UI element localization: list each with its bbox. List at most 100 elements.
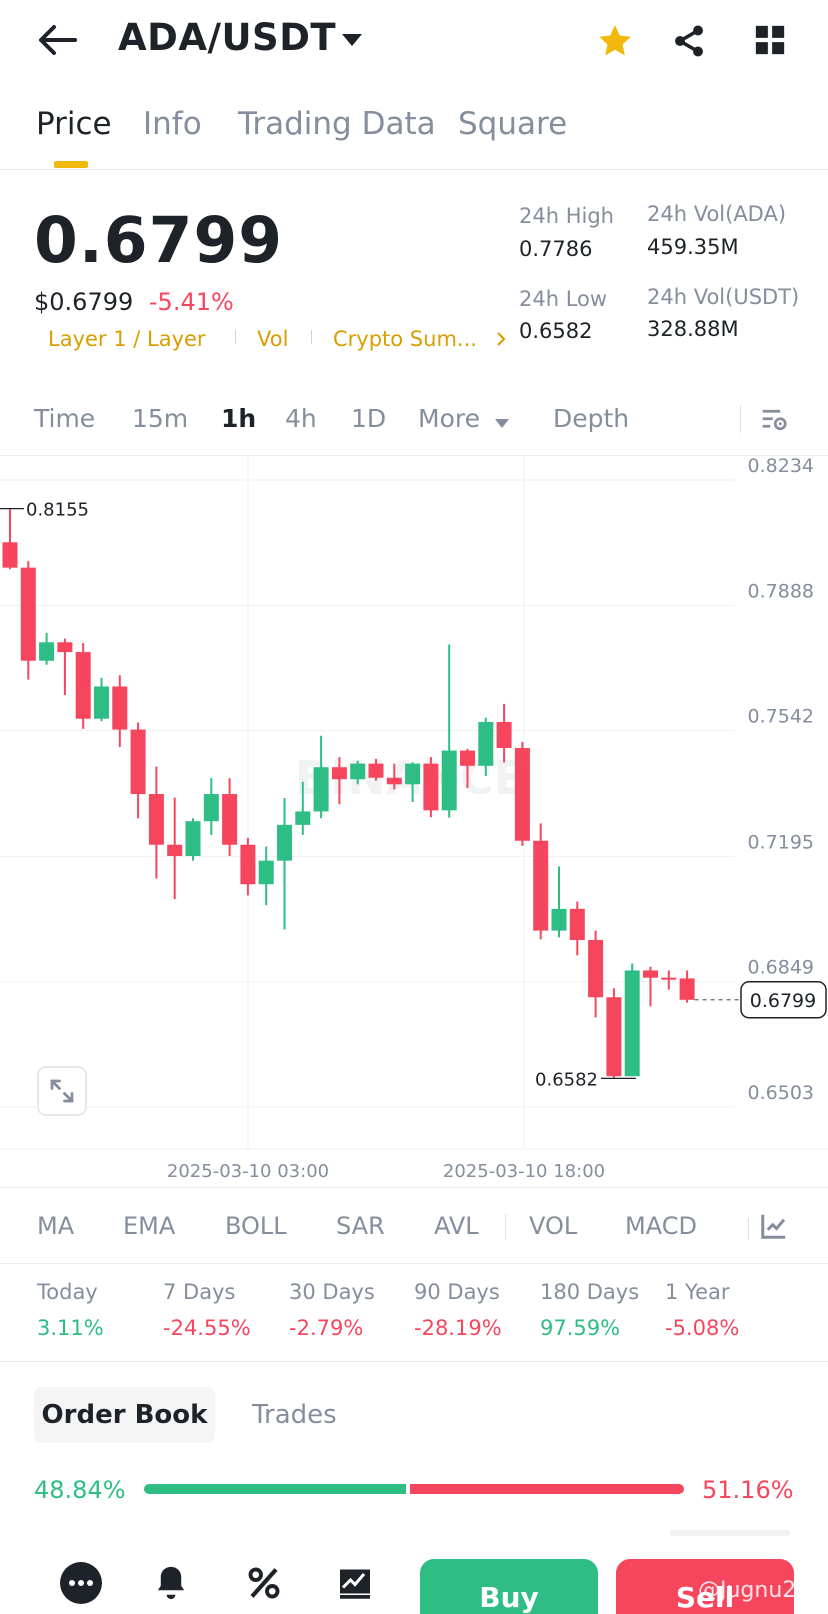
vertical-divider <box>505 1214 506 1240</box>
favorite-star-icon[interactable] <box>594 20 636 62</box>
sell-button[interactable]: Sell <box>616 1559 794 1614</box>
current-price-label: 0.6799 <box>750 990 816 1012</box>
share-icon[interactable] <box>668 20 710 62</box>
chevron-right-icon[interactable] <box>495 331 507 351</box>
perf-value: -2.79% <box>289 1316 364 1340</box>
usd-price-row: $0.6799 -5.41% <box>34 288 234 316</box>
indicator-avl[interactable]: AVL <box>434 1212 479 1240</box>
y-tick-label: 0.6503 <box>748 1082 814 1104</box>
high-label: 24h High <box>519 204 614 228</box>
candle-body <box>569 908 585 941</box>
candle-body <box>533 840 549 931</box>
interval-time[interactable]: Time <box>34 404 96 433</box>
perf-label: 90 Days <box>414 1280 500 1304</box>
candle-body <box>460 750 475 766</box>
interval-more[interactable]: More <box>418 404 518 436</box>
interval-1d[interactable]: 1D <box>351 404 387 433</box>
perf-label: 180 Days <box>540 1280 640 1304</box>
tag-separator <box>311 330 312 344</box>
candle-body <box>588 940 604 998</box>
perf-value: -24.55% <box>163 1316 251 1340</box>
indicator-ma[interactable]: MA <box>37 1212 75 1240</box>
trading-bot-icon[interactable] <box>334 1562 376 1604</box>
fullscreen-expand-icon[interactable] <box>37 1066 87 1116</box>
candle-body <box>624 970 640 1077</box>
percent-icon[interactable] <box>243 1562 285 1604</box>
low-marker-label: 0.6582 <box>535 1069 598 1090</box>
candle-body <box>57 642 73 653</box>
tag-separator <box>235 330 236 344</box>
caret-down-icon <box>340 32 364 52</box>
tag-crypto-summary[interactable]: Crypto Sum... <box>333 327 477 351</box>
y-tick-label: 0.8234 <box>748 456 814 477</box>
buy-button[interactable]: Buy <box>420 1559 598 1614</box>
scroll-handle <box>670 1530 790 1536</box>
candle-body <box>350 763 366 780</box>
depth-tab[interactable]: Depth <box>553 404 630 433</box>
chart-bottom-divider <box>0 1187 828 1188</box>
indicator-macd[interactable]: MACD <box>625 1212 697 1240</box>
candle-body <box>643 970 658 978</box>
pair-title: ADA/USDT <box>118 16 337 59</box>
indicator-boll[interactable]: BOLL <box>225 1212 287 1240</box>
tab-square[interactable]: Square <box>458 106 568 142</box>
tab-trading-data[interactable]: Trading Data <box>238 106 436 142</box>
candle-body <box>94 686 109 719</box>
candle-body <box>130 729 146 795</box>
candle-body <box>386 777 402 785</box>
interval-1h[interactable]: 1h <box>221 404 257 433</box>
ask-bar <box>409 1484 684 1494</box>
candle-body <box>39 642 55 661</box>
ask-percent: 51.16% <box>702 1476 794 1504</box>
current-price-tag <box>740 981 827 1019</box>
chart-settings-icon[interactable] <box>756 402 792 438</box>
performance-divider <box>0 1361 828 1362</box>
user-watermark: @Jugnu20 <box>698 1578 811 1603</box>
active-tab-indicator <box>54 161 88 168</box>
vertical-divider <box>740 405 741 433</box>
interval-4h[interactable]: 4h <box>285 404 317 433</box>
candle-body <box>148 794 164 845</box>
indicator-settings-icon[interactable] <box>756 1208 792 1244</box>
candle-body <box>551 908 567 931</box>
candle-body <box>368 763 384 778</box>
last-price: 0.6799 <box>34 204 284 277</box>
vertical-divider <box>748 1218 749 1240</box>
tag-vol[interactable]: Vol <box>257 327 289 351</box>
tabs-divider <box>0 169 828 170</box>
indicator-divider <box>0 1263 828 1264</box>
low-value: 0.6582 <box>519 319 593 343</box>
y-tick-label: 0.7542 <box>748 706 814 728</box>
pair-selector[interactable]: ADA/USDT <box>118 16 368 66</box>
grid-menu-icon[interactable] <box>750 20 790 60</box>
vol-usdt-value: 328.88M <box>647 317 739 341</box>
candle-body <box>203 794 219 822</box>
tag-layer1[interactable]: Layer 1 / Layer <box>48 327 206 351</box>
caret-down-icon <box>494 414 510 433</box>
tab-info[interactable]: Info <box>143 106 202 142</box>
tab-trades[interactable]: Trades <box>252 1400 337 1430</box>
back-arrow-icon[interactable] <box>36 22 78 58</box>
indicator-ema[interactable]: EMA <box>123 1212 176 1240</box>
perf-label: Today <box>37 1280 98 1304</box>
tab-order-book[interactable]: Order Book <box>34 1387 215 1443</box>
interval-15m[interactable]: 15m <box>132 404 189 433</box>
candle-body <box>331 767 347 780</box>
more-dots-icon[interactable] <box>60 1562 102 1604</box>
high-value: 0.7786 <box>519 237 593 261</box>
indicator-sar[interactable]: SAR <box>336 1212 385 1240</box>
indicator-vol[interactable]: VOL <box>529 1212 578 1240</box>
x-tick-label: 2025-03-10 18:00 <box>443 1161 605 1182</box>
candle-body <box>258 860 274 885</box>
vol-ada-value: 459.35M <box>647 235 739 259</box>
low-label: 24h Low <box>519 287 608 311</box>
candlestick-chart[interactable]: 0.8234 0.7888 0.7542 0.7195 0.6849 0.6503 2025… <box>0 456 828 1188</box>
candle-body <box>2 542 18 568</box>
y-tick-label: 0.7888 <box>748 580 814 602</box>
perf-label: 7 Days <box>163 1280 236 1304</box>
tab-price[interactable]: Price <box>36 106 112 142</box>
candle-body <box>185 821 201 856</box>
bid-percent: 48.84% <box>34 1476 126 1504</box>
candle-body <box>167 844 183 856</box>
bell-icon[interactable] <box>150 1562 192 1604</box>
